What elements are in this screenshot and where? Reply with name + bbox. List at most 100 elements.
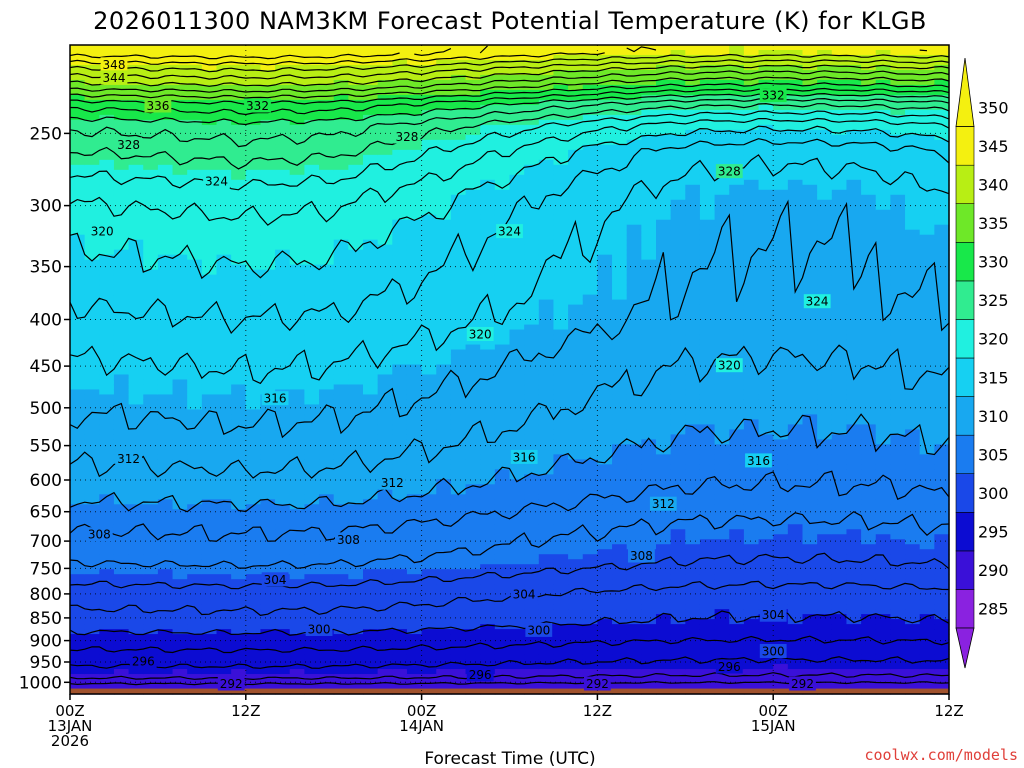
fill-cell [363, 364, 379, 371]
fill-cell [289, 654, 305, 660]
fill-cell [187, 384, 203, 391]
fill-cell [465, 424, 481, 431]
fill-cell [231, 279, 247, 286]
fill-cell [187, 564, 203, 570]
fill-cell [260, 229, 276, 236]
fill-cell [612, 444, 628, 450]
fill-cell [568, 119, 584, 126]
fill-cell [553, 369, 569, 376]
fill-cell [450, 294, 467, 301]
fill-cell [172, 629, 188, 635]
fill-cell [231, 339, 247, 346]
fill-cell [597, 109, 613, 116]
fill-cell [289, 409, 305, 416]
fill-cell [201, 139, 218, 146]
fill-cell [582, 104, 598, 111]
fill-cell [201, 324, 218, 331]
fill-cell [70, 359, 86, 366]
fill-cell [377, 214, 393, 221]
fill-cell [406, 609, 423, 615]
fill-cell [626, 289, 642, 296]
fill-cell [421, 124, 437, 131]
fill-cell [568, 554, 584, 560]
fill-cell [524, 599, 540, 605]
fill-cell [494, 84, 511, 91]
fill-cell [245, 644, 262, 650]
fill-cell [392, 214, 408, 221]
fill-cell [377, 169, 393, 176]
fill-cell [582, 64, 598, 71]
fill-cell [568, 144, 584, 151]
fill-cell [275, 359, 291, 366]
fill-cell [304, 654, 320, 660]
fill-cell [84, 149, 100, 156]
fill-cell [172, 624, 188, 630]
fill-cell [494, 204, 511, 211]
fill-cell [201, 464, 218, 470]
fill-cell [304, 574, 320, 580]
fill-cell [348, 579, 364, 585]
fill-cell [494, 569, 511, 575]
fill-cell [538, 499, 555, 505]
fill-cell [494, 469, 511, 475]
fill-cell [289, 184, 305, 191]
fill-cell [289, 139, 305, 146]
fill-cell [612, 154, 628, 161]
fill-cell [157, 594, 174, 600]
fill-cell [465, 164, 481, 171]
fill-cell [319, 69, 335, 76]
fill-cell [231, 554, 247, 560]
fill-cell [568, 359, 584, 366]
fill-cell [216, 324, 232, 331]
fill-cell [450, 459, 467, 465]
fill-cell [348, 589, 364, 595]
fill-cell [612, 549, 628, 555]
fill-cell [494, 294, 511, 301]
fill-cell [538, 664, 555, 670]
fill-cell [172, 394, 188, 401]
fill-cell [568, 529, 584, 535]
fill-cell [201, 509, 218, 515]
fill-cell [363, 674, 379, 680]
fill-cell [70, 244, 86, 251]
fill-cell [421, 579, 437, 585]
fill-cell [70, 554, 86, 560]
fill-cell [421, 109, 437, 116]
fill-cell [70, 279, 86, 286]
fill-cell [304, 489, 320, 495]
fill-cell [568, 374, 584, 381]
fill-cell [509, 684, 525, 690]
fill-cell [128, 399, 144, 406]
fill-cell [128, 149, 144, 156]
fill-cell [231, 489, 247, 495]
fill-cell [187, 549, 203, 555]
fill-cell [172, 359, 188, 366]
fill-cell [113, 649, 130, 655]
fill-cell [480, 114, 496, 121]
fill-cell [582, 439, 598, 445]
fill-cell [275, 334, 291, 341]
fill-cell [524, 524, 540, 530]
fill-cell [538, 59, 555, 66]
fill-cell [524, 169, 540, 176]
fill-cell [597, 474, 613, 480]
fill-cell [304, 569, 320, 575]
fill-cell [568, 69, 584, 76]
fill-cell [612, 469, 628, 475]
fill-cell [260, 154, 276, 161]
fill-cell [538, 199, 555, 206]
fill-cell [436, 64, 452, 71]
fill-cell [421, 454, 437, 460]
fill-cell [99, 444, 115, 450]
fill-cell [494, 539, 511, 545]
fill-cell [363, 549, 379, 555]
fill-cell [348, 554, 364, 560]
fill-cell [436, 384, 452, 391]
fill-cell [333, 434, 349, 440]
fill-cell [626, 304, 642, 311]
fill-cell [465, 479, 481, 485]
fill-cell [260, 74, 276, 81]
fill-cell [465, 129, 481, 136]
fill-cell [143, 269, 159, 276]
fill-cell [626, 234, 642, 241]
